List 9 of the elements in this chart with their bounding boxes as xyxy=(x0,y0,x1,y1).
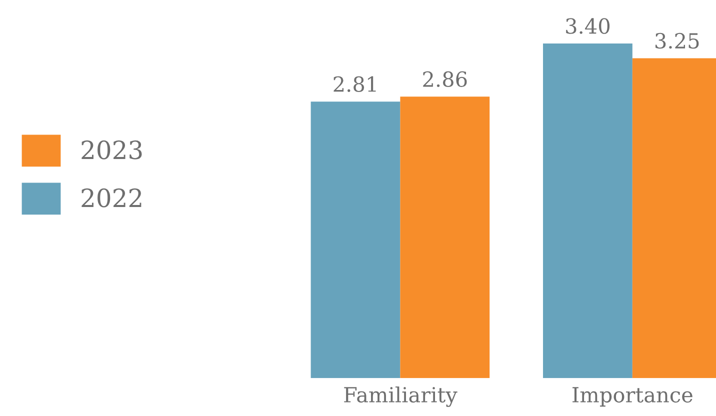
data-label: 3.25 xyxy=(656,32,699,49)
legend-label: 2022 xyxy=(82,188,142,208)
bar xyxy=(310,102,400,378)
data-label: 2.81 xyxy=(334,76,376,92)
x-tick-label: Importance xyxy=(572,387,692,407)
legend-label: 2023 xyxy=(82,140,142,160)
x-tick-label: Familiarity xyxy=(344,386,458,407)
data-label: 3.40 xyxy=(566,18,610,34)
data-label: 2.86 xyxy=(423,71,467,88)
